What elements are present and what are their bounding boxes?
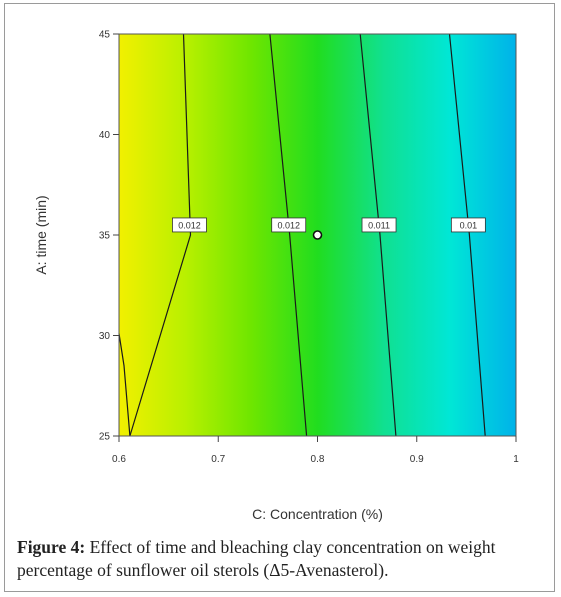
- design-point: [312, 230, 323, 240]
- contour-label-4: 0.01: [460, 220, 478, 230]
- y-axis-ticks: 25 30 35 40 45: [99, 30, 119, 443]
- contour-label-2: 0.012: [277, 220, 300, 230]
- y-tick-label: 35: [99, 231, 111, 242]
- x-tick-label: 0.6: [112, 454, 126, 465]
- design-point-marker: [312, 230, 323, 240]
- x-tick-label: 1: [513, 454, 519, 465]
- caption-text: Effect of time and bleaching clay concen…: [17, 537, 496, 580]
- x-axis-title: C: Concentration (%): [252, 506, 383, 522]
- figure-caption: Figure 4: Effect of time and bleaching c…: [17, 536, 547, 582]
- contour-label-box-1: [172, 217, 207, 233]
- contour-label-box-4: [450, 217, 486, 233]
- x-tick-label: 0.8: [311, 454, 325, 465]
- x-tick-label: 0.7: [211, 454, 225, 465]
- contour-line-1: [129, 33, 192, 437]
- x-tick-label: 0.9: [410, 454, 424, 465]
- y-tick-label: 25: [99, 432, 111, 443]
- y-tick-label: 30: [99, 331, 111, 342]
- y-axis-title: A: time (min): [33, 195, 49, 274]
- y-tick-label: 40: [99, 130, 111, 141]
- contour-line-edge: [118, 333, 131, 437]
- contour-label-3: 0.011: [368, 220, 390, 230]
- x-axis-ticks: 0.6 0.7 0.8 0.9 1: [112, 436, 519, 465]
- contour-label-box-3: [361, 217, 397, 233]
- caption-label: Figure 4:: [17, 537, 86, 557]
- contour-labels: 0.012 0.012 0.011 0.01: [172, 217, 486, 233]
- contour-line-3: [359, 33, 397, 437]
- contour-lines: [118, 33, 486, 437]
- y-tick-label: 45: [99, 30, 111, 41]
- contour-line-2: [269, 33, 308, 437]
- contour-label-box-2: [271, 217, 307, 233]
- contour-line-4: [448, 33, 486, 437]
- contour-label-1: 0.012: [178, 220, 201, 230]
